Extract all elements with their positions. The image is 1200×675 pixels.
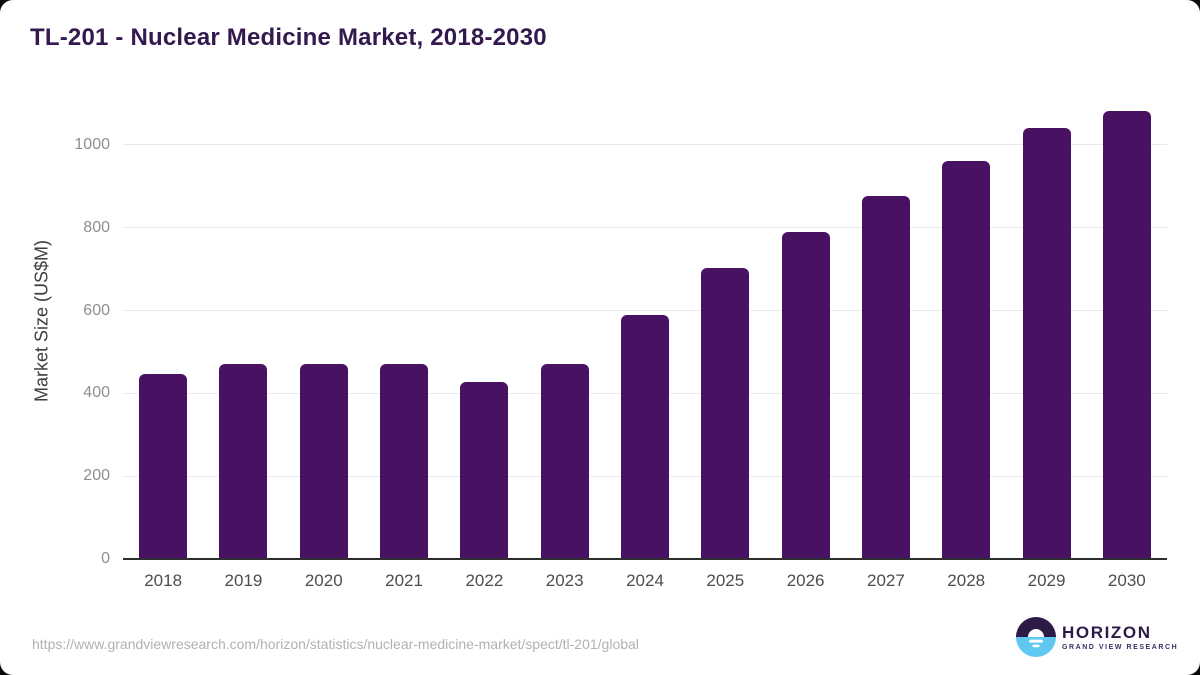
logo-name: HORIZON bbox=[1062, 622, 1152, 642]
y-tick-label: 400 bbox=[83, 384, 110, 402]
bar[interactable] bbox=[299, 364, 348, 559]
x-tick-label: 2027 bbox=[867, 571, 905, 590]
x-tick-label: 2018 bbox=[144, 571, 183, 590]
x-tick-label: 2030 bbox=[1107, 571, 1146, 590]
x-tick-label: 2021 bbox=[385, 571, 423, 590]
x-tick-label: 2024 bbox=[626, 571, 664, 590]
x-tick-label: 2028 bbox=[947, 571, 986, 590]
bar[interactable] bbox=[942, 161, 991, 559]
bar[interactable] bbox=[139, 374, 188, 559]
x-tick-label: 2023 bbox=[545, 571, 584, 590]
y-tick-label: 600 bbox=[83, 301, 110, 319]
x-axis-line bbox=[123, 558, 1167, 560]
logo-text: HORIZON GRAND VIEW RESEARCH bbox=[1062, 623, 1178, 652]
horizon-logo: HORIZON GRAND VIEW RESEARCH bbox=[1016, 617, 1178, 657]
bar[interactable] bbox=[621, 314, 669, 559]
bar[interactable] bbox=[380, 363, 429, 559]
x-tick-label: 2022 bbox=[465, 571, 504, 590]
gridline bbox=[123, 227, 1167, 229]
bar[interactable] bbox=[701, 267, 750, 559]
footer: https://www.grandviewresearch.com/horizo… bbox=[0, 610, 1200, 668]
bar[interactable] bbox=[861, 195, 910, 559]
y-tick-label: 800 bbox=[83, 218, 110, 236]
x-tick-label: 2020 bbox=[304, 571, 343, 590]
y-axis-title: Market Size (US$M) bbox=[31, 239, 52, 403]
y-tick-label: 0 bbox=[101, 550, 110, 567]
x-tick-label: 2029 bbox=[1027, 571, 1066, 590]
x-tick-label: 2025 bbox=[706, 571, 745, 590]
source-url: https://www.grandviewresearch.com/horizo… bbox=[32, 636, 639, 652]
gridline bbox=[123, 310, 1167, 312]
x-tick-label: 2019 bbox=[224, 571, 263, 590]
y-tick-label: 200 bbox=[83, 467, 110, 485]
y-tick-label: 1000 bbox=[74, 135, 110, 153]
bar[interactable] bbox=[540, 363, 589, 559]
x-tick-label: 2026 bbox=[786, 571, 825, 590]
bar[interactable] bbox=[460, 382, 509, 559]
logo-tagline: GRAND VIEW RESEARCH bbox=[1062, 643, 1179, 651]
bar[interactable] bbox=[1022, 128, 1071, 559]
bar[interactable] bbox=[219, 363, 268, 559]
chart-title: TL-201 - Nuclear Medicine Market, 2018-2… bbox=[30, 24, 547, 51]
bar[interactable] bbox=[781, 231, 830, 559]
bar[interactable] bbox=[1102, 110, 1151, 559]
gridline bbox=[123, 144, 1167, 146]
horizon-sun-icon bbox=[1016, 617, 1056, 657]
